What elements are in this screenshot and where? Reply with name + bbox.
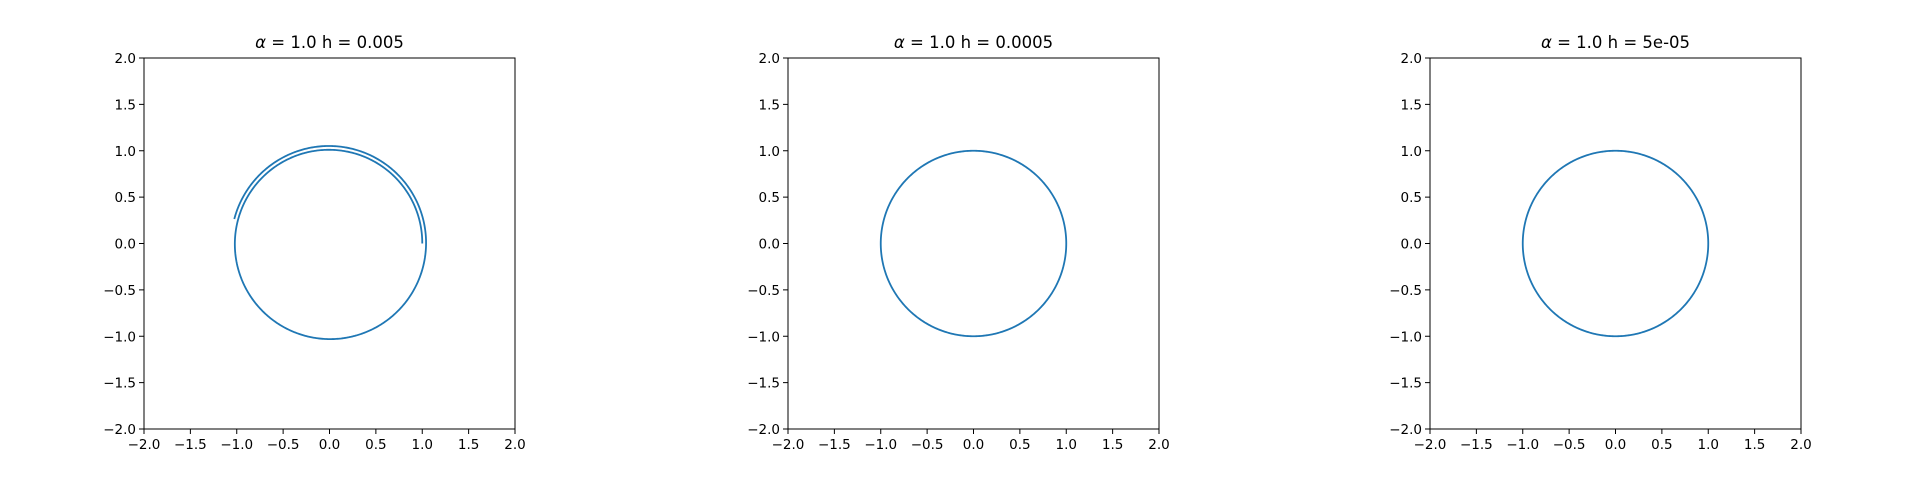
title-symbol: α xyxy=(255,33,266,52)
y-tick-label: 0.0 xyxy=(1401,237,1422,253)
y-tick-label: 1.5 xyxy=(115,97,136,113)
x-tick-label: −1.5 xyxy=(818,437,851,453)
title-symbol: α xyxy=(1541,33,1552,52)
axes-frame xyxy=(787,57,1160,430)
x-tick-label: 1.5 xyxy=(458,437,479,453)
y-tick-label: −2.0 xyxy=(747,422,780,438)
x-tick-label: 1.0 xyxy=(1056,437,1077,453)
chart-title: α = 1.0 h = 0.005 xyxy=(255,33,404,52)
y-tick-label: 1.5 xyxy=(759,97,780,113)
x-tick-label: 0.5 xyxy=(1009,437,1030,453)
y-tick-label: −0.5 xyxy=(747,283,780,299)
y-tick-label: 1.0 xyxy=(115,144,136,160)
x-tick-label: 0.0 xyxy=(963,437,984,453)
y-tick-label: −1.5 xyxy=(103,376,136,392)
x-tick-label: −1.0 xyxy=(864,437,897,453)
x-tick-label: −2.0 xyxy=(1414,437,1447,453)
series-line-1 xyxy=(879,149,1068,338)
title-text: = 1.0 h = 0.005 xyxy=(266,33,404,52)
chart-title: α = 1.0 h = 0.0005 xyxy=(894,33,1053,52)
title-text: = 1.0 h = 5e-05 xyxy=(1552,33,1690,52)
y-tick-label: −2.0 xyxy=(103,422,136,438)
x-tick-label: 1.5 xyxy=(1102,437,1123,453)
y-tick-label: −1.5 xyxy=(1389,376,1422,392)
y-tick-label: −1.0 xyxy=(747,329,780,345)
x-tick-label: 0.0 xyxy=(319,437,340,453)
x-tick-label: −0.5 xyxy=(267,437,300,453)
subplot-3: α = 1.0 h = 5e-05 −2.0 −1.5 −1.0 −0.5 0.0 0.5 1… xyxy=(1389,33,1812,453)
y-tick-label: 0.5 xyxy=(759,190,780,206)
x-tick-label: 0.5 xyxy=(1651,437,1672,453)
y-tick-label: −1.0 xyxy=(103,329,136,345)
title-text: = 1.0 h = 0.0005 xyxy=(905,33,1053,52)
subplot-2: α = 1.0 h = 0.0005 −2.0 −1.5 −1.0 −0.5 0.0 0.5… xyxy=(747,33,1170,453)
y-tick-label: 0.5 xyxy=(1401,190,1422,206)
y-tick-label: −2.0 xyxy=(1389,422,1422,438)
x-tick-label: 2.0 xyxy=(1790,437,1811,453)
y-tick-label: −1.5 xyxy=(747,376,780,392)
axes-frame xyxy=(1429,57,1802,430)
x-tick-label: −1.5 xyxy=(174,437,207,453)
y-tick-label: 2.0 xyxy=(115,51,136,67)
x-tick-label: 1.5 xyxy=(1744,437,1765,453)
y-tick-label: 2.0 xyxy=(759,51,780,67)
y-tick-label: 0.0 xyxy=(759,237,780,253)
x-tick-label: −2.0 xyxy=(128,437,161,453)
x-tick-label: 2.0 xyxy=(1148,437,1169,453)
x-tick-label: −0.5 xyxy=(911,437,944,453)
x-tick-label: −1.5 xyxy=(1460,437,1493,453)
y-tick-label: 1.0 xyxy=(1401,144,1422,160)
x-tick-label: 0.0 xyxy=(1605,437,1626,453)
title-symbol: α xyxy=(894,33,905,52)
x-tick-label: 1.0 xyxy=(1698,437,1719,453)
x-tick-label: −0.5 xyxy=(1553,437,1586,453)
series-line-1 xyxy=(1521,149,1710,338)
x-tick-label: 1.0 xyxy=(412,437,433,453)
y-tick-label: −0.5 xyxy=(1389,283,1422,299)
y-tick-label: 2.0 xyxy=(1401,51,1422,67)
y-tick-label: −0.5 xyxy=(103,283,136,299)
x-tick-label: 2.0 xyxy=(504,437,525,453)
x-tick-label: −1.0 xyxy=(1506,437,1539,453)
subplot-1: α = 1.0 h = 0.005 −2.0 −1.5 −1.0 −0.5 0.0 0.5 1… xyxy=(103,33,526,453)
y-tick-label: 0.5 xyxy=(115,190,136,206)
y-tick-label: −1.0 xyxy=(1389,329,1422,345)
x-tick-label: −1.0 xyxy=(220,437,253,453)
y-tick-label: 1.5 xyxy=(1401,97,1422,113)
axes-frame xyxy=(143,57,516,430)
series-line-1 xyxy=(233,145,427,341)
x-tick-label: −2.0 xyxy=(772,437,805,453)
y-tick-label: 1.0 xyxy=(759,144,780,160)
chart-title: α = 1.0 h = 5e-05 xyxy=(1541,33,1690,52)
x-tick-label: 0.5 xyxy=(365,437,386,453)
y-tick-label: 0.0 xyxy=(115,237,136,253)
